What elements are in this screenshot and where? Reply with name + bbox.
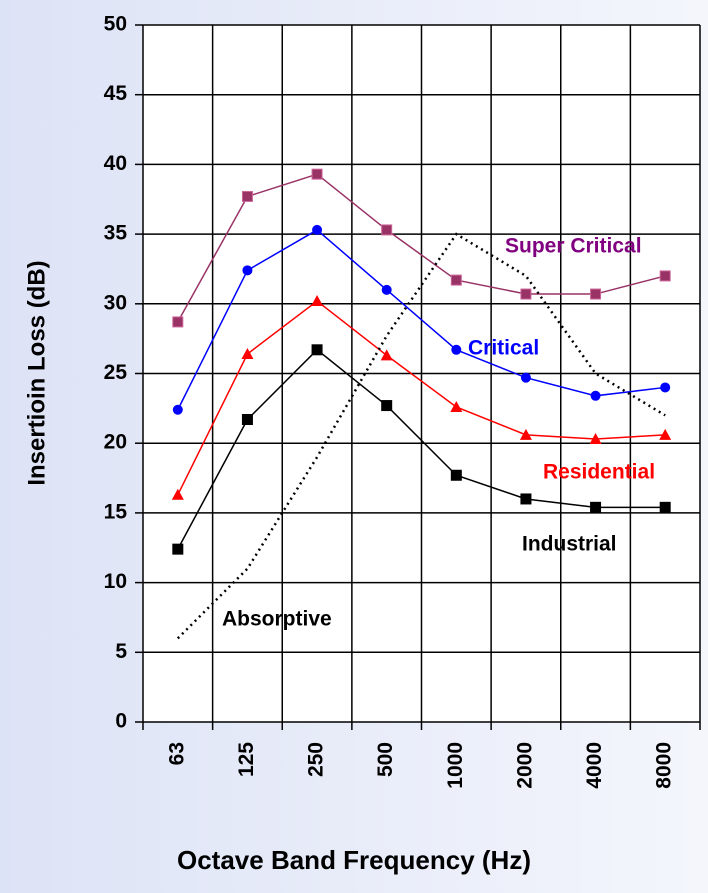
marker: [381, 224, 393, 236]
marker: [381, 400, 393, 412]
marker: [311, 168, 323, 180]
marker: [660, 382, 671, 393]
marker: [242, 265, 253, 276]
x-tick-label: 250: [305, 742, 328, 777]
series-label: Critical: [468, 337, 539, 360]
x-tick-label: 500: [374, 742, 397, 777]
series-line: [177, 229, 666, 411]
marker: [241, 414, 253, 426]
y-tick-label: 20: [104, 431, 127, 454]
marker: [312, 224, 323, 235]
marker: [589, 433, 602, 445]
y-tick-label: 0: [115, 710, 127, 733]
marker: [520, 288, 532, 300]
marker: [450, 469, 462, 481]
marker: [590, 501, 602, 513]
marker: [590, 390, 601, 401]
x-tick-label: 2000: [513, 742, 536, 789]
marker: [381, 284, 392, 295]
y-tick-label: 10: [104, 570, 127, 593]
y-tick-label: 35: [104, 222, 128, 245]
y-tick-label: 50: [104, 13, 127, 36]
marker: [450, 400, 463, 412]
x-tick-label: 63: [165, 742, 188, 765]
y-tick-label: 25: [104, 361, 128, 384]
y-tick-label: 45: [104, 82, 128, 105]
y-tick-label: 5: [115, 640, 127, 663]
marker: [172, 316, 184, 328]
marker: [380, 349, 393, 361]
x-axis-label: Octave Band Frequency (Hz): [177, 845, 531, 875]
y-tick-label: 30: [104, 291, 127, 314]
series-line: [177, 173, 666, 323]
x-tick-label: 125: [235, 742, 258, 777]
series-label: Super Critical: [505, 235, 642, 258]
y-tick-label: 15: [104, 500, 128, 523]
series-label: Absorptive: [222, 608, 332, 631]
marker: [311, 344, 323, 356]
series-line: [176, 232, 666, 640]
x-tick-label: 1000: [444, 742, 467, 789]
marker: [520, 493, 532, 505]
marker: [590, 288, 602, 300]
marker: [659, 428, 672, 440]
marker: [659, 501, 671, 513]
y-axis-label: Insertioin Loss (dB): [23, 260, 50, 485]
series-label: Residential: [543, 461, 655, 484]
marker: [450, 274, 462, 286]
x-tick-label: 8000: [653, 742, 676, 789]
series-line: [177, 300, 666, 496]
marker: [519, 428, 532, 440]
marker: [520, 372, 531, 383]
x-tick-label: 4000: [583, 742, 606, 789]
series-line: [177, 348, 666, 550]
marker: [241, 347, 254, 359]
marker: [172, 543, 184, 555]
marker: [451, 344, 462, 355]
marker: [171, 488, 184, 500]
marker: [172, 404, 183, 415]
y-tick-label: 40: [104, 152, 127, 175]
series-label: Industrial: [522, 533, 617, 556]
marker: [311, 295, 324, 307]
marker: [241, 190, 253, 202]
marker: [659, 270, 671, 282]
